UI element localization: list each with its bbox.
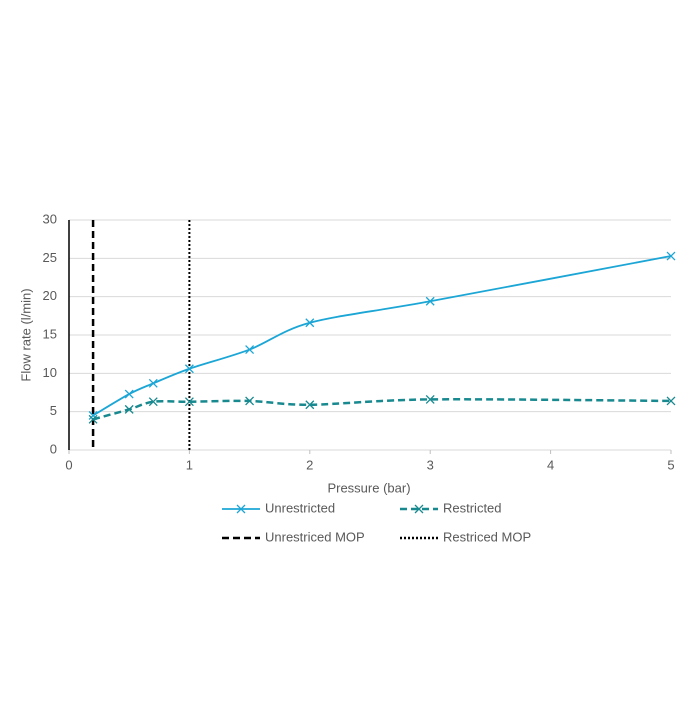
marker [245, 396, 255, 406]
y-tick-label: 10 [43, 365, 57, 380]
marker [124, 404, 134, 414]
marker [305, 318, 315, 328]
marker [148, 378, 158, 388]
y-tick-label: 25 [43, 250, 57, 265]
legend-label: Unrestricted [265, 500, 335, 515]
marker [184, 397, 194, 407]
x-tick-label: 5 [667, 457, 674, 472]
x-tick-label: 1 [186, 457, 193, 472]
legend-label: Restricted [443, 500, 502, 515]
marker [124, 389, 134, 399]
y-axis-title: Flow rate (l/min) [18, 288, 33, 381]
legend-marker [236, 504, 246, 514]
marker [666, 396, 676, 406]
x-tick-label: 3 [427, 457, 434, 472]
marker [184, 364, 194, 374]
y-tick-label: 5 [50, 403, 57, 418]
marker [148, 397, 158, 407]
legend-marker [414, 504, 424, 514]
x-axis-title: Pressure (bar) [327, 480, 410, 495]
marker [245, 345, 255, 355]
marker [305, 400, 315, 410]
y-tick-label: 30 [43, 211, 57, 226]
series-line [92, 255, 672, 417]
x-tick-label: 2 [306, 457, 313, 472]
marker [88, 414, 98, 424]
marker [666, 251, 676, 261]
legend-label: Unrestriced MOP [265, 529, 365, 544]
y-tick-label: 0 [50, 441, 57, 456]
x-tick-label: 0 [65, 457, 72, 472]
marker [425, 296, 435, 306]
legend-label: Restriced MOP [443, 529, 531, 544]
y-tick-label: 20 [43, 288, 57, 303]
y-tick-label: 15 [43, 326, 57, 341]
series-line [92, 398, 672, 421]
marker [425, 394, 435, 404]
x-tick-label: 4 [547, 457, 554, 472]
